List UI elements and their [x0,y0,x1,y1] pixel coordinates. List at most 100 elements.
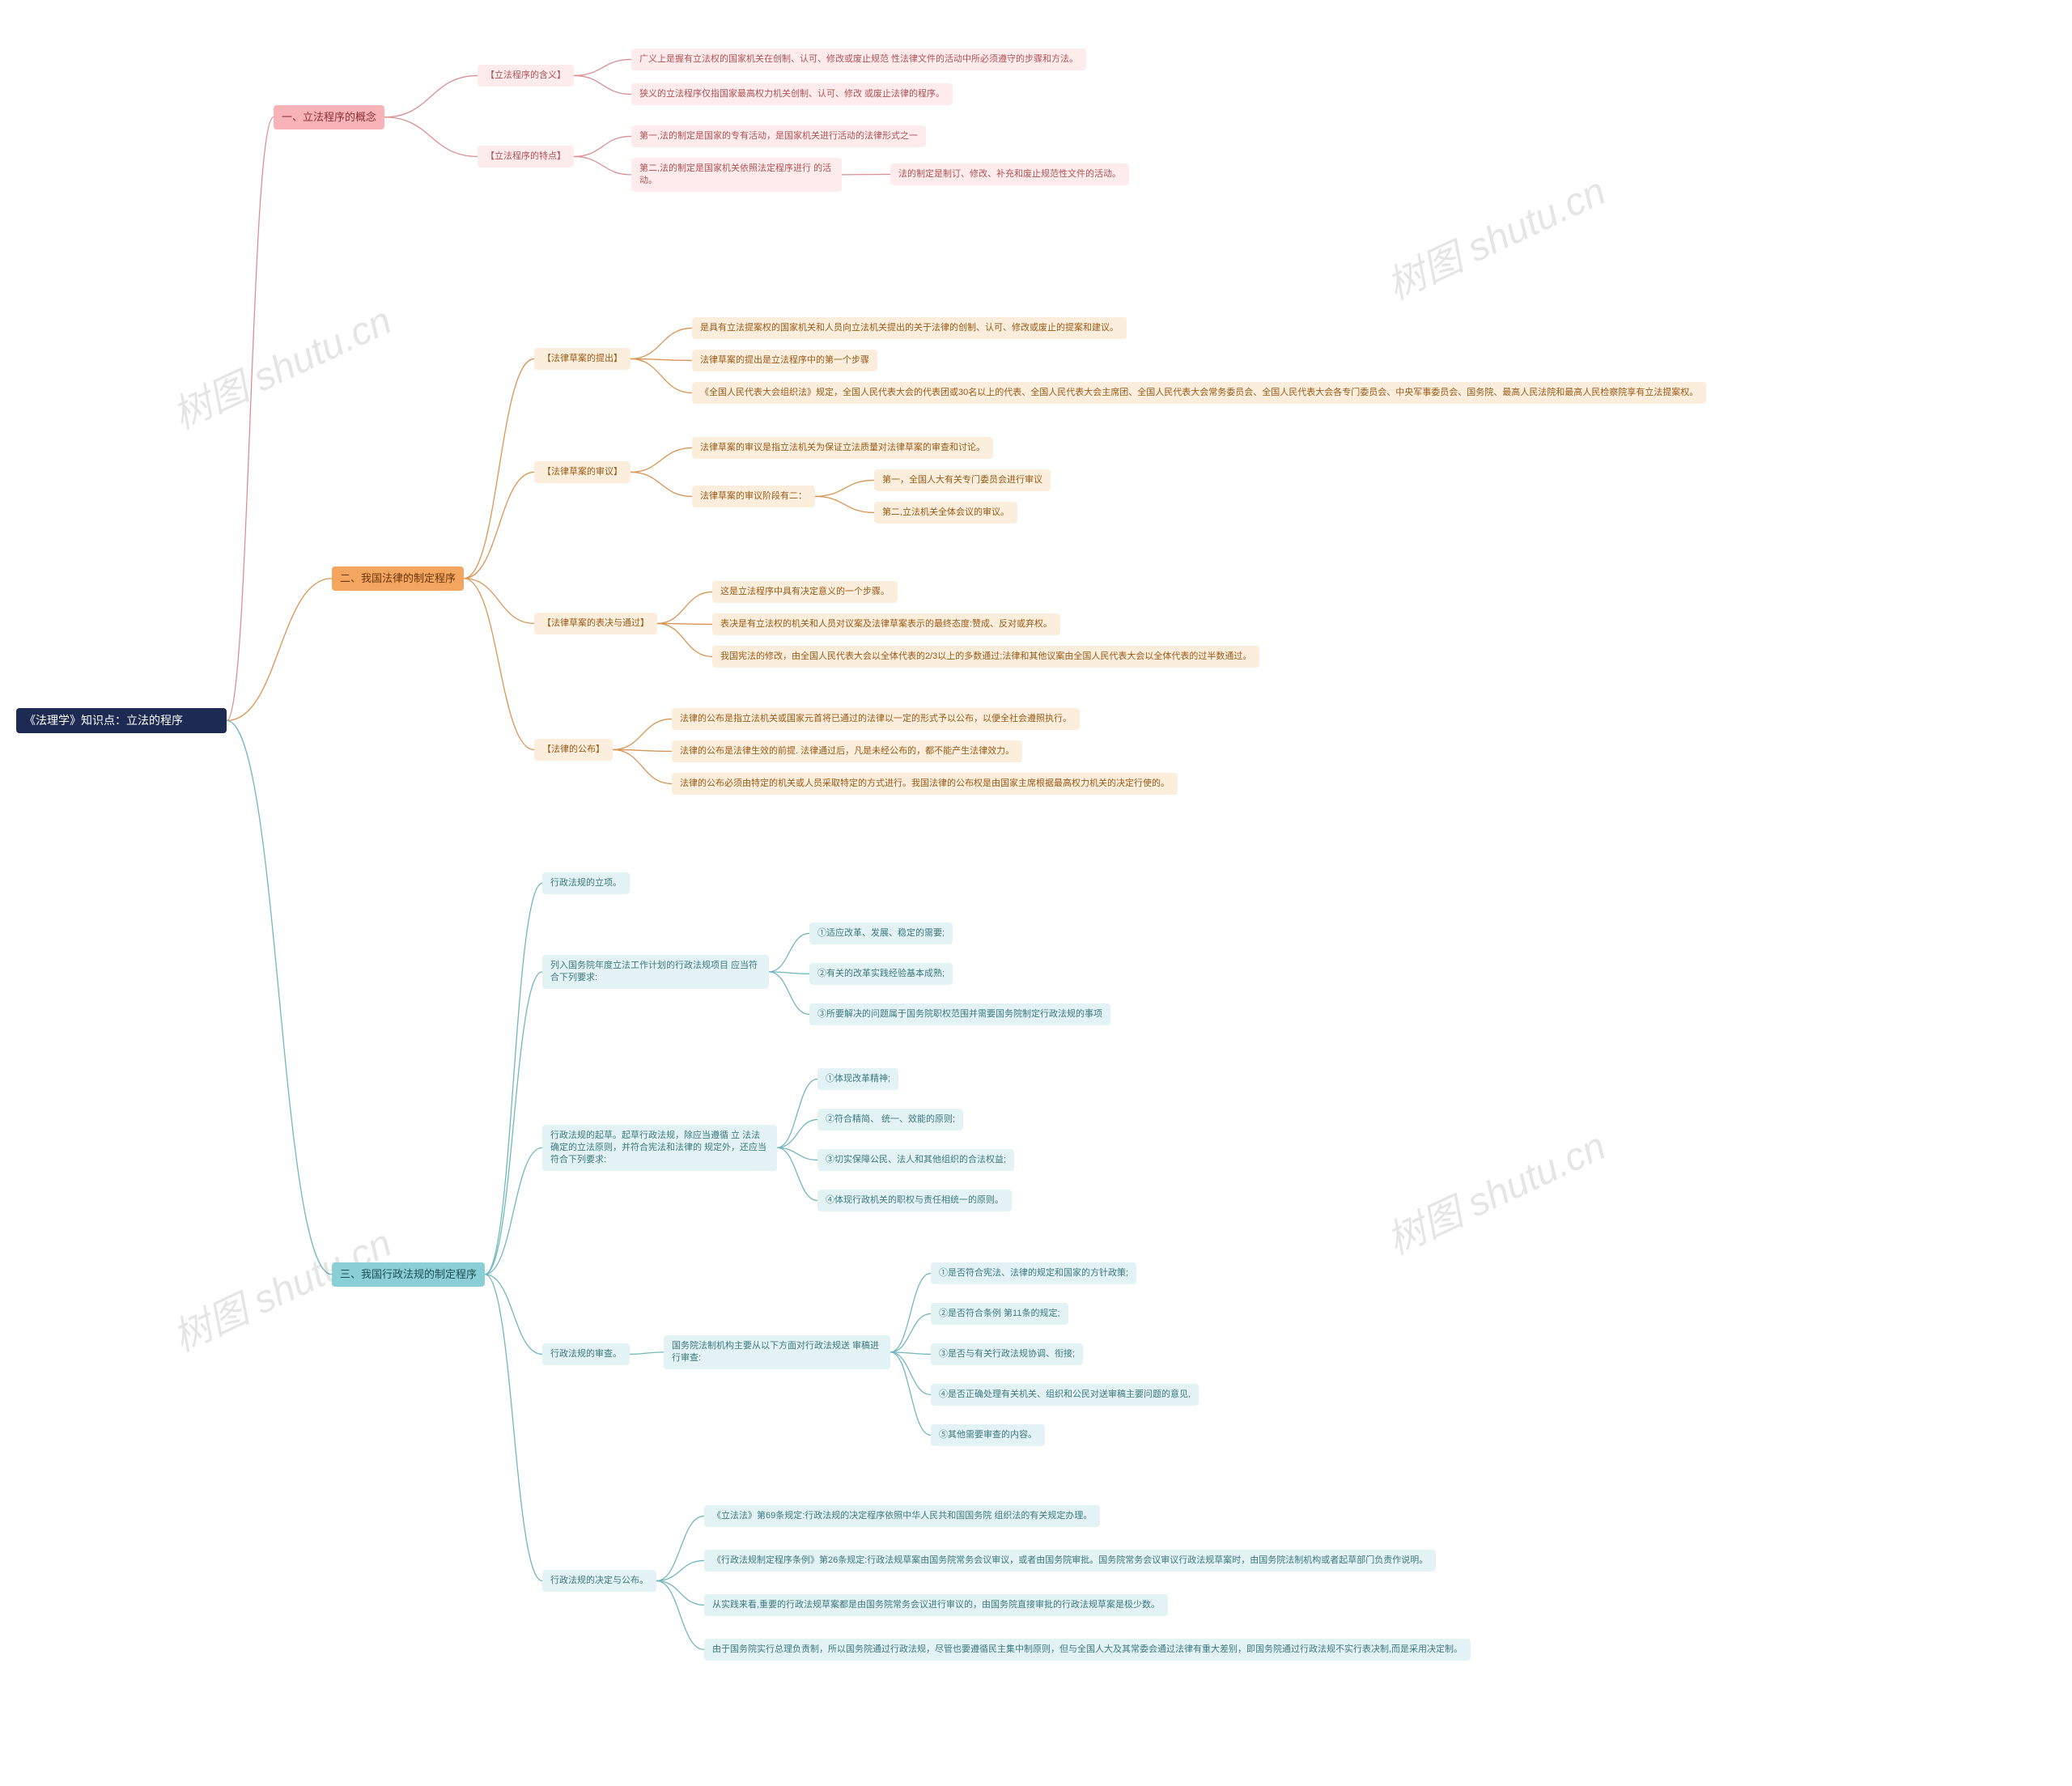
connector [485,972,542,1275]
connector [485,1275,542,1355]
mindmap-node-s3c[interactable]: 行政法规的起草。起草行政法规，除应当遵循 立 法法确定的立法原则，并符合宪法和法… [542,1125,777,1171]
mindmap-node-s2d2[interactable]: 法律的公布是法律生效的前提. 法律通过后，凡是未经公布的，都不能产生法律效力。 [672,740,1022,762]
mindmap-node-s3d5[interactable]: ⑤其他需要审查的内容。 [931,1424,1045,1446]
mindmap-node-s3e[interactable]: 行政法规的决定与公布。 [542,1570,656,1592]
connector [227,579,332,721]
connector [777,1148,817,1160]
mindmap-node-s3d3[interactable]: ③是否与有关行政法规协调、衔接; [931,1343,1083,1365]
mindmap-canvas: 树图 shutu.cn 树图 shutu.cn 树图 shutu.cn 树图 shut… [0,0,2072,1786]
mindmap-node-s1a2[interactable]: 狭义的立法程序仅指国家最高权力机关创制、认可、修改 或废止法律的程序。 [631,83,953,105]
mindmap-node-s3d[interactable]: 行政法规的审查。 [542,1343,630,1365]
connector [769,933,809,971]
connector [574,75,631,94]
mindmap-node-s3c1[interactable]: ①体现改革精神; [817,1068,898,1090]
connector [631,448,692,472]
mindmap-node-s2d1[interactable]: 法律的公布是指立法机关或国家元首将已通过的法律以一定的形式予以公布，以便全社会遵… [672,708,1080,730]
connector [485,1275,542,1581]
mindmap-node-root[interactable]: 《法理学》知识点：立法的程序 [16,708,227,733]
mindmap-node-s2c[interactable]: 【法律草案的表决与通过】 [534,613,657,634]
connector [574,156,631,174]
mindmap-node-s2d[interactable]: 【法律的公布】 [534,739,613,761]
mindmap-node-s2a1[interactable]: 是具有立法提案权的国家机关和人员向立法机关提出的关于法律的创制、认可、修改或废止… [692,317,1127,339]
connector [227,720,332,1274]
connector [613,749,672,783]
connector [464,579,534,624]
mindmap-node-s3b[interactable]: 列入国务院年度立法工作计划的行政法规项目 应当符合下列要求: [542,955,769,989]
connector [656,1580,704,1605]
mindmap-node-s3e2[interactable]: 《行政法规制定程序条例》第26条规定:行政法规草案由国务院常务会议审议，或者由国… [704,1550,1436,1572]
connector [384,117,478,157]
connector [815,480,874,496]
mindmap-node-s2b2[interactable]: 法律草案的审议阶段有二： [692,486,815,507]
mindmap-node-s3d0[interactable]: 国务院法制机构主要从以下方面对行政法规送 审稿进行审查: [664,1335,890,1369]
connector [656,1516,704,1580]
connector [227,117,274,721]
mindmap-node-s1b2a[interactable]: 法的制定是制订、修改、补充和废止规范性文件的活动。 [890,163,1129,185]
connector [656,1560,704,1580]
mindmap-node-s1b[interactable]: 【立法程序的特点】 [478,146,574,168]
mindmap-node-s2b[interactable]: 【法律草案的审议】 [534,461,631,483]
mindmap-node-s2c2[interactable]: 表决是有立法权的机关和人员对议案及法律草案表示的最终态度:赞成、反对或弃权。 [712,613,1060,635]
connector [769,972,809,1015]
connector [657,592,712,623]
connector [631,358,692,360]
watermark: 树图 shutu.cn [1376,159,1613,310]
connector [613,749,672,751]
connector [769,972,809,974]
connector [464,358,534,578]
mindmap-node-s3[interactable]: 三、我国行政法规的制定程序 [332,1262,485,1287]
mindmap-node-s2b2a[interactable]: 第一，全国人大有关专门委员会进行审议 [874,469,1051,491]
connector [631,358,692,392]
mindmap-node-s3b1[interactable]: ①适应改革、发展、稳定的需要; [809,923,953,944]
mindmap-node-s1b2[interactable]: 第二,法的制定是国家机关依照法定程序进行 的活动。 [631,158,842,192]
connector [384,75,478,117]
mindmap-node-s3c4[interactable]: ④体现行政机关的职权与责任相统一的原则。 [817,1190,1012,1211]
connector [890,1313,931,1351]
mindmap-node-s1a[interactable]: 【立法程序的含义】 [478,65,574,87]
connector [574,59,631,75]
mindmap-node-s3d1[interactable]: ①是否符合宪法、法律的规定和国家的方针政策; [931,1262,1136,1284]
mindmap-node-s3c3[interactable]: ③切实保障公民、法人和其他组织的合法权益; [817,1149,1014,1171]
mindmap-node-s2d3[interactable]: 法律的公布必须由特定的机关或人员采取特定的方式进行。我国法律的公布权是由国家主席… [672,773,1178,795]
connector [485,1148,542,1275]
connector [631,472,692,496]
mindmap-node-s3e3[interactable]: 从实践来看,重要的行政法规草案都是由国务院常务会议进行审议的，由国务院直接审批的… [704,1594,1168,1616]
mindmap-node-s2[interactable]: 二、我国法律的制定程序 [332,566,464,591]
mindmap-node-s1a1[interactable]: 广义上是握有立法权的国家机关在创制、认可、修改或废止规范 性法律文件的活动中所必… [631,49,1086,70]
mindmap-node-s2b1[interactable]: 法律草案的审议是指立法机关为保证立法质量对法律草案的审查和讨论。 [692,437,993,459]
connector [485,883,542,1274]
connector [777,1079,817,1148]
connector [815,496,874,512]
watermark: 树图 shutu.cn [1376,1114,1613,1265]
connector [464,579,534,750]
mindmap-node-s1b1[interactable]: 第一,法的制定是国家的专有活动，是国家机关进行活动的法律形式之一 [631,125,926,147]
connector [631,328,692,358]
mindmap-node-s3d4[interactable]: ④是否正确处理有关机关、组织和公民对送审稿主要问题的意见, [931,1384,1199,1406]
connector [574,136,631,156]
mindmap-node-s2b2b[interactable]: 第二,立法机关全体会议的审议。 [874,502,1017,524]
mindmap-node-s2c3[interactable]: 我国宪法的修改，由全国人民代表大会以全体代表的2/3以上的多数通过;法律和其他议… [712,646,1259,668]
connector [613,719,672,749]
mindmap-node-s2a2[interactable]: 法律草案的提出是立法程序中的第一个步骤 [692,350,877,371]
mindmap-node-s3e4[interactable]: 由于国务院实行总理负责制，所以国务院通过行政法规，尽管也要遵循民主集中制原则，但… [704,1639,1471,1661]
mindmap-node-s3c2[interactable]: ②符合精简、 统一、效能的原则; [817,1109,963,1131]
connector [657,623,712,656]
connector [657,623,712,624]
mindmap-node-s3e1[interactable]: 《立法法》第69条规定:行政法规的决定程序依照中华人民共和国国务院 组织法的有关… [704,1505,1100,1527]
watermark: 树图 shutu.cn [162,289,399,439]
connector [777,1119,817,1148]
mindmap-node-s3a[interactable]: 行政法规的立项。 [542,872,630,894]
connector [890,1273,931,1351]
mindmap-node-s2c1[interactable]: 这是立法程序中具有决定意义的一个步骤。 [712,581,898,603]
mindmap-node-s3b3[interactable]: ③所要解决的问题属于国务院职权范围并需要国务院制定行政法规的事项 [809,1003,1110,1025]
mindmap-node-s3b2[interactable]: ②有关的改革实践经验基本成熟; [809,963,953,985]
mindmap-node-s3d2[interactable]: ②是否符合条例 第11条的规定; [931,1303,1068,1325]
connector [890,1352,931,1395]
connector [630,1352,664,1355]
watermark: 树图 shutu.cn [162,1211,399,1362]
mindmap-node-s1[interactable]: 一、立法程序的概念 [274,105,384,129]
connector [890,1352,931,1436]
mindmap-node-s2a3[interactable]: 《全国人民代表大会组织法》规定，全国人民代表大会的代表团或30名以上的代表、全国… [692,382,1706,404]
mindmap-node-s2a[interactable]: 【法律草案的提出】 [534,348,631,370]
connector [656,1580,704,1649]
